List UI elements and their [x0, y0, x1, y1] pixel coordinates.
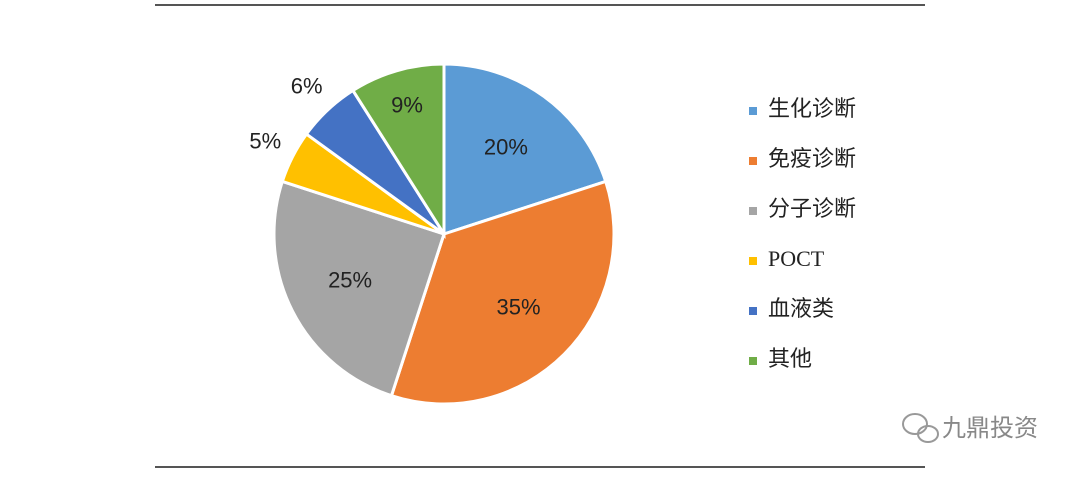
data-label: 25% [328, 268, 372, 293]
legend-swatch [749, 107, 757, 115]
legend-swatch [749, 257, 757, 265]
data-label: 9% [391, 92, 423, 117]
watermark: 九鼎投资 [942, 414, 1038, 442]
legend-swatch [749, 207, 757, 215]
legend-swatch [749, 357, 757, 365]
pie-slice [350, 62, 446, 240]
data-label: 6% [291, 74, 323, 99]
legend-label: 免疫诊断 [768, 146, 856, 171]
legend-label: 分子诊断 [768, 196, 856, 221]
pie-slice [389, 179, 616, 406]
data-label: 20% [484, 135, 528, 160]
pie-slice [442, 62, 608, 237]
legend-swatch [749, 157, 757, 165]
legend-swatch [749, 307, 757, 315]
legend-label: 血液类 [768, 296, 834, 321]
watermark-icon [902, 413, 939, 443]
legend-label: POCT [768, 246, 825, 271]
data-label: 35% [497, 294, 541, 319]
legend-label: 其他 [768, 346, 812, 371]
data-label: 5% [249, 129, 281, 154]
legend-label: 生化诊断 [768, 96, 856, 121]
pie-slice [272, 179, 446, 398]
